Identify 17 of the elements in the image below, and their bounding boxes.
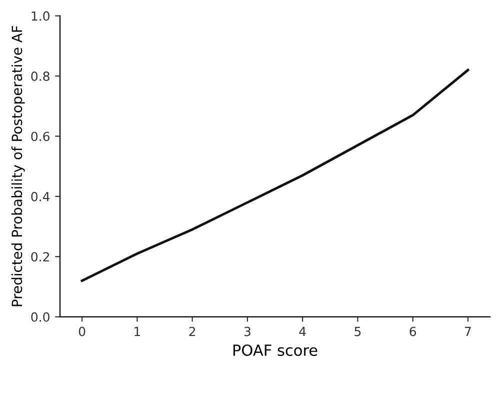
y-tick-label: 0.6 bbox=[31, 132, 50, 142]
y-tick-label: 0.8 bbox=[31, 72, 50, 81]
x-axis-title: POAF score bbox=[233, 344, 318, 356]
x-tick-label: 7 bbox=[465, 326, 471, 336]
x-tick-label: 3 bbox=[244, 326, 250, 336]
y-tick-label: 0.0 bbox=[31, 312, 50, 322]
y-tick-label: 0.4 bbox=[31, 192, 50, 202]
y-tick-label: 0.2 bbox=[31, 252, 50, 262]
x-tick-label: 5 bbox=[354, 326, 361, 336]
x-tick-label: 2 bbox=[189, 326, 196, 336]
x-tick-label: 6 bbox=[410, 326, 416, 336]
x-tick-label: 0 bbox=[78, 326, 86, 336]
y-tick-label: 1.0 bbox=[32, 11, 50, 21]
line-series bbox=[80, 68, 470, 282]
x-tick-label: 4 bbox=[299, 326, 306, 336]
y-axis-title: Predicted Probability of Postoperative AF bbox=[11, 26, 25, 306]
x-tick-label: 1 bbox=[134, 326, 140, 336]
